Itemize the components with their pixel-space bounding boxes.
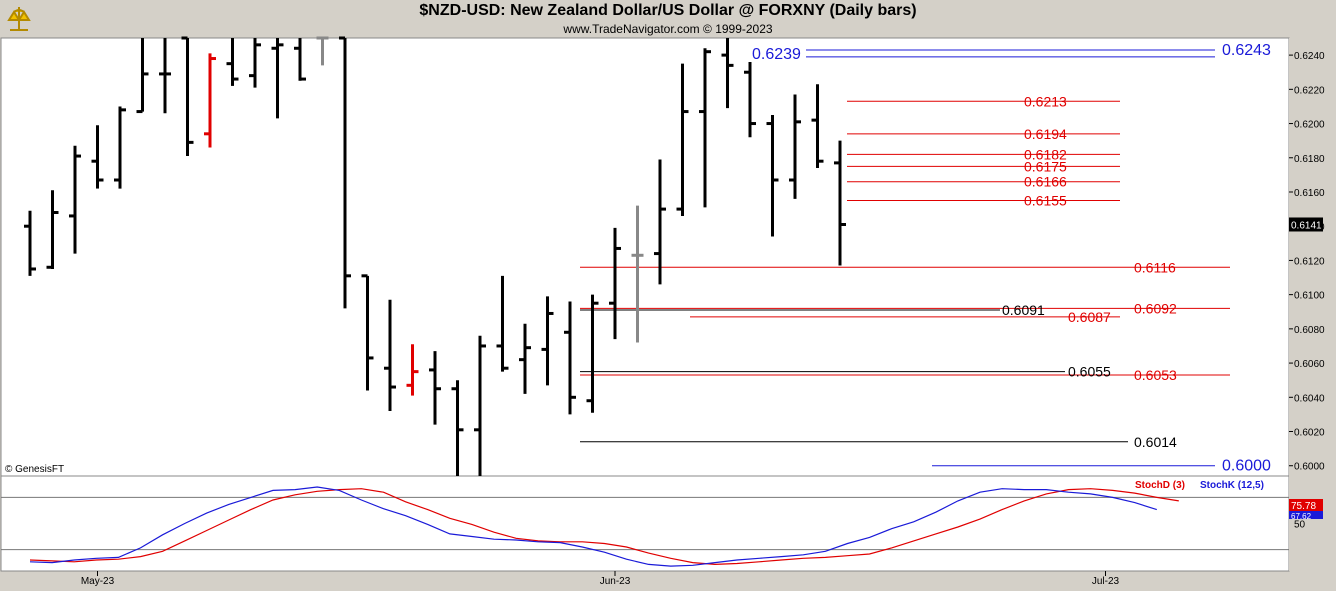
ohlc-bar: [159, 38, 171, 114]
x-tick-label: May-23: [81, 576, 115, 587]
ohlc-bar: [766, 114, 779, 237]
x-tick-label: Jul-23: [1092, 576, 1120, 587]
price-level-label: 0.6000: [1222, 458, 1271, 475]
ohlc-bar: [811, 84, 824, 169]
ohlc-bar: [24, 210, 36, 276]
ohlc-bar: [316, 36, 329, 66]
ohlc-bar: [136, 38, 149, 114]
y-tick-label: 0.6120: [1294, 256, 1325, 267]
price-level-label: 0.6087: [1068, 309, 1111, 325]
price-level-label: 0.6155: [1024, 193, 1067, 209]
ohlc-bar: [451, 380, 464, 476]
ohlc-bar: [519, 323, 531, 394]
price-level-label: 0.6213: [1024, 93, 1067, 109]
price-axis: [1289, 38, 1336, 571]
ohlc-bar: [406, 344, 419, 396]
ohlc-bar: [339, 36, 351, 309]
ohlc-bar: [654, 159, 666, 285]
stoch-y-tick-label: 50: [1294, 520, 1306, 531]
ohlc-bar: [586, 294, 599, 413]
current-price-label: 0.6141: [1291, 220, 1322, 231]
ohlc-bar: [834, 140, 846, 266]
ohlc-bar: [361, 274, 374, 391]
chart-subtitle: www.TradeNavigator.com © 1999-2023: [563, 22, 773, 36]
y-tick-label: 0.6020: [1294, 428, 1325, 439]
price-level-label: 0.6243: [1222, 42, 1271, 59]
ohlc-bar: [474, 335, 486, 476]
legend-stoch-d: StochD (3): [1135, 480, 1185, 491]
current-price-tag: [1289, 217, 1323, 232]
trade-navigator-logo-icon: [7, 7, 31, 31]
stoch-d-value-label: 75.78: [1291, 501, 1316, 512]
ohlc-bar: [609, 227, 621, 340]
y-tick-label: 0.6200: [1294, 120, 1325, 131]
price-level-label: 0.6092: [1134, 300, 1177, 316]
y-tick-label: 0.6060: [1294, 359, 1325, 370]
price-level-label: 0.6091: [1002, 302, 1045, 318]
ohlc-bar: [699, 48, 711, 208]
ohlc-bar: [564, 301, 576, 415]
ohlc-bar: [226, 38, 239, 86]
price-level-label: 0.6014: [1134, 434, 1177, 450]
ohlc-bar: [429, 351, 441, 425]
ohlc-bar: [91, 125, 104, 189]
y-tick-label: 0.6000: [1294, 462, 1325, 473]
price-level-label: 0.6182: [1024, 146, 1067, 162]
watermark-text: © GenesisFT: [5, 464, 64, 475]
ohlc-bar: [496, 275, 509, 372]
y-tick-label: 0.6080: [1294, 325, 1325, 336]
price-level-label: 0.6194: [1024, 126, 1067, 142]
stoch-k-value-tag: [1289, 511, 1323, 519]
price-level-label: 0.6239: [752, 46, 801, 63]
y-tick-label: 0.6040: [1294, 393, 1325, 404]
ohlc-bar: [181, 36, 194, 157]
ohlc-bar: [384, 299, 396, 411]
price-level-label: 0.6116: [1134, 259, 1176, 275]
ohlc-bar: [294, 38, 306, 81]
ohlc-bar: [114, 106, 126, 189]
price-level-label: 0.6055: [1068, 364, 1111, 380]
ohlc-bar: [744, 61, 756, 138]
stochastic-panel: [0, 475, 1290, 572]
ohlc-bar: [46, 190, 59, 269]
x-tick-label: Jun-23: [600, 576, 631, 587]
y-tick-label: 0.6180: [1294, 154, 1325, 165]
ohlc-bar: [249, 38, 261, 88]
ohlc-bar: [631, 205, 644, 343]
stoch-d-value-tag: [1289, 499, 1323, 511]
ohlc-bar: [721, 38, 734, 109]
ohlc-bar: [541, 296, 554, 386]
price-panel: [0, 37, 1290, 477]
y-tick-label: 0.6240: [1294, 51, 1325, 62]
y-tick-label: 0.6220: [1294, 85, 1325, 96]
price-level-label: 0.6175: [1024, 158, 1067, 174]
legend-stoch-k: StochK (12,5): [1200, 480, 1264, 491]
stoch-k-value-label: 67.62: [1291, 512, 1312, 521]
stoch-k-line: [29, 486, 1157, 567]
ohlc-bar: [204, 53, 216, 148]
y-tick-label: 0.6100: [1294, 291, 1325, 302]
ohlc-bar: [69, 145, 81, 254]
ohlc-bar: [676, 63, 689, 216]
ohlc-bar: [789, 94, 801, 199]
price-level-label: 0.6053: [1134, 367, 1177, 383]
price-level-label: 0.6166: [1024, 174, 1067, 190]
chart-title: $NZD-USD: New Zealand Dollar/US Dollar @…: [419, 2, 917, 19]
y-tick-label: 0.6160: [1294, 188, 1325, 199]
stoch-d-line: [29, 488, 1179, 566]
ohlc-bar: [271, 38, 284, 119]
